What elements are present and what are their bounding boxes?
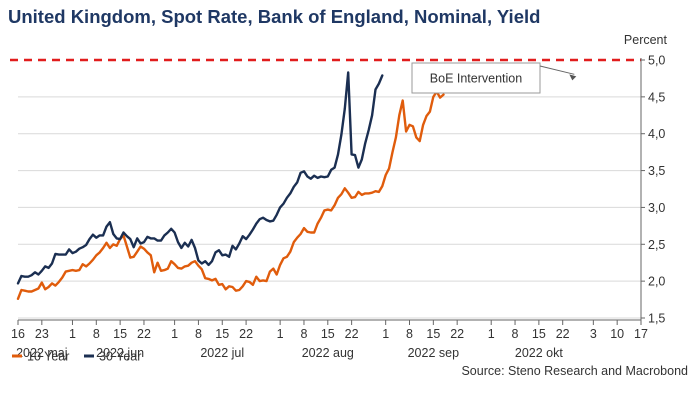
x-tick-label: 15	[113, 327, 127, 341]
series-layer	[16, 71, 445, 300]
x-tick-label: 8	[406, 327, 413, 341]
y-tick-label: 3,5	[648, 164, 665, 178]
y-tick-label: 3,0	[648, 201, 665, 215]
y-axis-label: Percent	[624, 33, 668, 47]
chart-title: United Kingdom, Spot Rate, Bank of Engla…	[8, 6, 541, 27]
x-month-label: 2022 jun	[96, 346, 144, 360]
x-tick-label: 1	[382, 327, 389, 341]
y-tick-label: 4,5	[648, 90, 665, 104]
annotation-arrow-line	[539, 65, 575, 75]
x-tick-label: 23	[35, 327, 49, 341]
x-tick-label: 3	[590, 327, 597, 341]
y-tick-label: 5,0	[648, 54, 665, 68]
x-tick-label: 22	[239, 327, 253, 341]
x-month-label: 2022 jul	[200, 346, 244, 360]
x-tick-label: 1	[171, 327, 178, 341]
annotation-layer: BoE Intervention	[411, 62, 577, 94]
x-tick-label: 8	[93, 327, 100, 341]
x-month-label: 2022 maj	[16, 346, 67, 360]
grid-lines	[18, 96, 641, 319]
x-tick-label: 8	[300, 327, 307, 341]
series-line-30-year	[16, 71, 384, 285]
x-tick-label: 1	[488, 327, 495, 341]
x-tick-label: 8	[195, 327, 202, 341]
x-tick-label: 10	[610, 327, 624, 341]
x-month-label: 2022 aug	[302, 346, 354, 360]
x-tick-label: 8	[512, 327, 519, 341]
x-tick-label: 15	[426, 327, 440, 341]
y-tick-label: 1,5	[648, 312, 665, 326]
annotation-arrow-head	[569, 74, 577, 81]
axes: 1,5 2,0 2,5 3,0 3,5 4,0 4,5 5,0 Percent 16 23 1 8 15 2…	[11, 33, 667, 360]
x-tick-label: 1	[69, 327, 76, 341]
annotation-text: BoE Intervention	[430, 72, 522, 86]
x-tick-label: 1	[277, 327, 284, 341]
annotation-box	[411, 62, 541, 94]
source-note: Source: Steno Research and Macrobond	[461, 364, 688, 378]
x-month-label: 2022 okt	[515, 346, 563, 360]
x-tick-label: 22	[450, 327, 464, 341]
x-month-label: 2022 sep	[408, 346, 459, 360]
legend-label: 30 Year	[99, 350, 141, 364]
legend: 10 Year 30 Year	[12, 350, 141, 364]
y-tick-label: 4,0	[648, 127, 665, 141]
legend-label: 10 Year	[27, 350, 69, 364]
x-tick-label: 22	[556, 327, 570, 341]
x-tick-label: 15	[532, 327, 546, 341]
x-tick-label: 15	[215, 327, 229, 341]
x-tick-label: 22	[345, 327, 359, 341]
x-tick-label: 22	[137, 327, 151, 341]
x-tick-label: 15	[321, 327, 335, 341]
x-tick-label: 16	[11, 327, 25, 341]
y-tick-label: 2,0	[648, 275, 665, 289]
x-tick-label: 17	[634, 327, 648, 341]
y-tick-label: 2,5	[648, 238, 665, 252]
series-line-10-year	[16, 90, 445, 300]
